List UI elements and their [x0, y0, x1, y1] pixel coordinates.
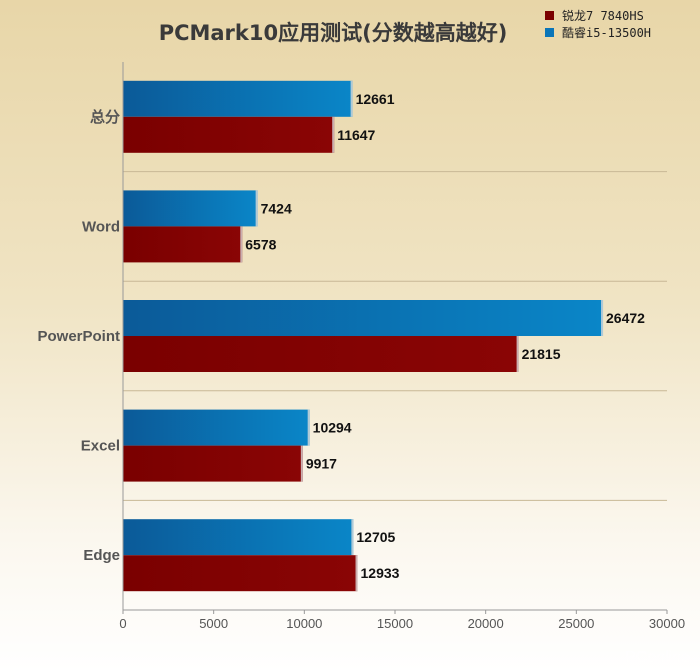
x-tick-label: 0 [119, 616, 126, 631]
bar-end-cap [332, 116, 335, 153]
x-tick-label: 20000 [468, 616, 504, 631]
x-tick-label: 30000 [649, 616, 685, 631]
category-label: 总分 [90, 108, 120, 126]
bar-end-cap [350, 80, 353, 117]
category-label: Word [82, 218, 120, 235]
bar-i5-13500h [123, 80, 353, 117]
category-bands [123, 171, 667, 501]
data-label: 11647 [337, 127, 375, 143]
bar-end-cap [516, 336, 519, 372]
legend-label: 锐龙7 7840HS [562, 9, 644, 23]
bar-r7-7840hs [123, 445, 303, 482]
data-label: 9917 [306, 456, 337, 472]
bar-end-cap [601, 300, 604, 336]
bar-r7-7840hs [123, 116, 335, 153]
bar-r7-7840hs [123, 336, 519, 372]
data-label: 12933 [361, 565, 400, 581]
bar-i5-13500h [123, 190, 258, 227]
data-label: 21815 [522, 346, 561, 362]
x-tick-label: 5000 [199, 616, 228, 631]
x-tick-label: 10000 [286, 616, 322, 631]
watermark-text: PConline [625, 649, 690, 666]
category-label: Excel [81, 438, 120, 455]
bar-end-cap [351, 519, 354, 556]
data-label: 6578 [245, 236, 276, 252]
x-axis: 0 5000 10000 15000 20000 25000 30000 [119, 62, 685, 631]
bar-end-cap [300, 445, 303, 482]
bar-end-cap [307, 409, 310, 446]
bar-end-cap [355, 555, 358, 592]
bar-r7-7840hs [123, 555, 358, 592]
bar-end-cap [240, 226, 243, 263]
bar-i5-13500h [123, 300, 604, 336]
chart-title: PCMark10应用测试(分数越高越好) [159, 21, 508, 45]
bar-i5-13500h [123, 409, 310, 446]
data-label: 12705 [356, 529, 395, 545]
bar-end-cap [255, 190, 258, 227]
data-label: 12661 [356, 91, 395, 107]
legend-swatch [545, 28, 554, 37]
legend-swatch [545, 11, 554, 20]
data-label: 26472 [606, 310, 645, 326]
category-label: PowerPoint [37, 328, 120, 345]
category-label: Edge [83, 547, 120, 564]
bar-r7-7840hs [123, 226, 243, 263]
bar-i5-13500h [123, 519, 354, 556]
x-tick-label: 15000 [377, 616, 413, 631]
legend-label: 酷睿i5-13500H [562, 25, 651, 40]
data-label: 10294 [313, 420, 352, 436]
data-label: 7424 [261, 200, 292, 216]
x-tick-label: 25000 [558, 616, 594, 631]
legend: 锐龙7 7840HS 酷睿i5-13500H [545, 9, 651, 40]
bars: 总分 12661 11647 Word 7424 6578 PowerPoint 26472 2… [37, 80, 645, 592]
